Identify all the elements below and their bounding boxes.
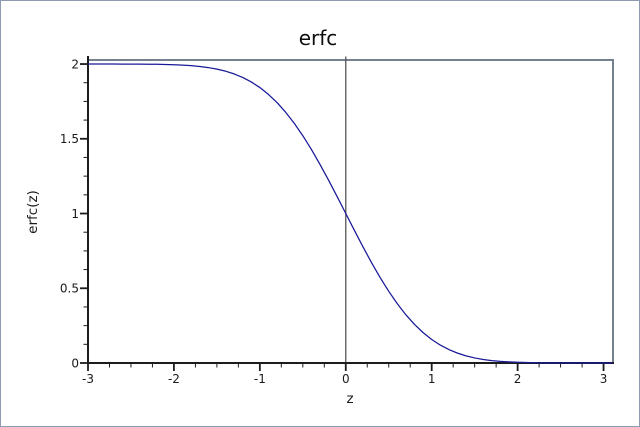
- y-tick-label: 0: [71, 356, 79, 370]
- tick-labels: -3 -2 -1 0 1 2 3 0 0.5 1 1.5 2: [60, 57, 607, 386]
- x-axis-label: z: [346, 391, 353, 407]
- chart-title: erfc: [299, 26, 338, 50]
- x-tick-label: 0: [342, 372, 350, 386]
- x-tick-label: -1: [254, 372, 266, 386]
- frame-top-right: [88, 59, 614, 363]
- y-axis-label: erfc(z): [25, 190, 41, 234]
- y-tick-label: 1: [71, 207, 79, 221]
- x-tick-label: 1: [428, 372, 436, 386]
- series-erfc: [87, 63, 613, 364]
- y-tick-label: 0.5: [60, 282, 79, 296]
- y-tick-label: 2: [71, 57, 79, 71]
- x-tick-label: 3: [600, 372, 608, 386]
- axis-ticks: [80, 63, 605, 371]
- y-tick-label: 1.5: [60, 132, 79, 146]
- erfc-curve: [87, 63, 613, 364]
- x-tick-label: -2: [168, 372, 180, 386]
- x-tick-label: -3: [82, 372, 94, 386]
- x-tick-label: 2: [514, 372, 522, 386]
- plot-frame: [87, 56, 614, 364]
